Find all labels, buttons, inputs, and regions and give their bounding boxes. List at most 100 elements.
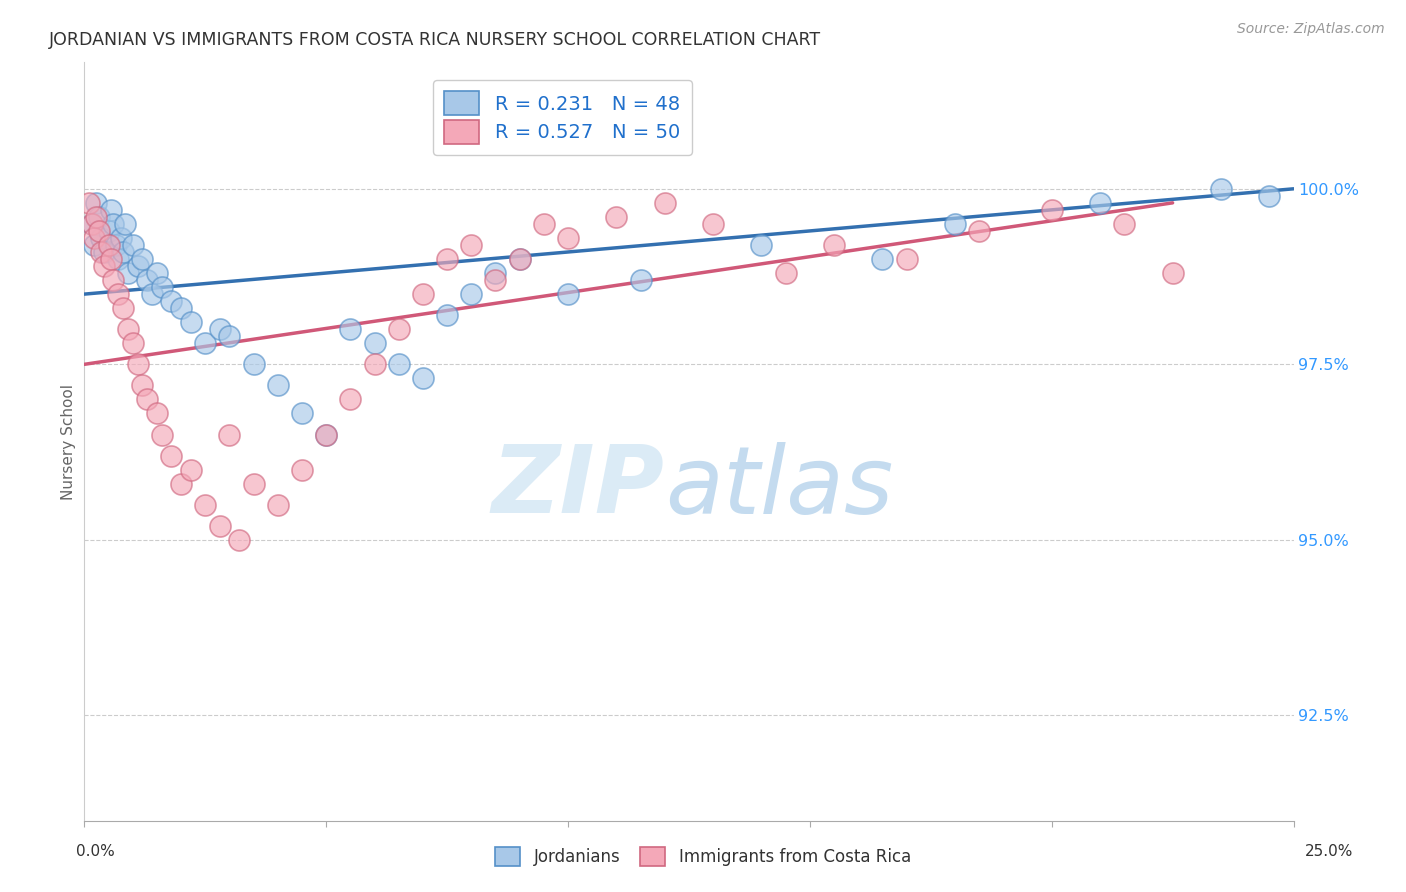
- Point: [141, 287, 163, 301]
- Point: [117, 266, 139, 280]
- Point: [87, 210, 110, 224]
- Point: [103, 273, 125, 287]
- Point: [131, 378, 153, 392]
- Point: [654, 195, 676, 210]
- Point: [136, 273, 159, 287]
- Point: [160, 294, 183, 309]
- Point: [112, 301, 135, 315]
- Point: [775, 266, 797, 280]
- Point: [180, 462, 202, 476]
- Point: [131, 252, 153, 266]
- Point: [533, 217, 555, 231]
- Point: [412, 287, 434, 301]
- Point: [83, 238, 105, 252]
- Point: [100, 252, 122, 266]
- Point: [823, 238, 845, 252]
- Point: [1088, 195, 1111, 210]
- Point: [363, 357, 385, 371]
- Point: [114, 217, 136, 231]
- Point: [218, 427, 240, 442]
- Point: [242, 357, 264, 371]
- Point: [170, 476, 193, 491]
- Point: [896, 252, 918, 266]
- Point: [93, 259, 115, 273]
- Point: [218, 329, 240, 343]
- Point: [339, 392, 361, 407]
- Point: [291, 407, 314, 421]
- Point: [557, 231, 579, 245]
- Point: [127, 259, 149, 273]
- Point: [127, 357, 149, 371]
- Point: [121, 238, 143, 252]
- Point: [117, 322, 139, 336]
- Text: 25.0%: 25.0%: [1305, 845, 1353, 859]
- Point: [80, 217, 103, 231]
- Point: [751, 238, 773, 252]
- Text: 0.0%: 0.0%: [76, 845, 115, 859]
- Point: [136, 392, 159, 407]
- Point: [104, 238, 127, 252]
- Legend: R = 0.231   N = 48, R = 0.527   N = 50: R = 0.231 N = 48, R = 0.527 N = 50: [433, 79, 692, 155]
- Point: [83, 231, 105, 245]
- Point: [194, 336, 217, 351]
- Point: [180, 315, 202, 329]
- Point: [170, 301, 193, 315]
- Point: [80, 217, 103, 231]
- Point: [107, 287, 129, 301]
- Point: [436, 252, 458, 266]
- Point: [509, 252, 531, 266]
- Point: [77, 195, 100, 210]
- Point: [1040, 202, 1063, 217]
- Point: [1161, 266, 1184, 280]
- Point: [86, 210, 108, 224]
- Text: Source: ZipAtlas.com: Source: ZipAtlas.com: [1237, 22, 1385, 37]
- Point: [1209, 182, 1232, 196]
- Point: [97, 224, 120, 238]
- Point: [872, 252, 894, 266]
- Point: [150, 280, 173, 294]
- Point: [484, 266, 506, 280]
- Point: [103, 217, 125, 231]
- Point: [412, 371, 434, 385]
- Point: [194, 498, 217, 512]
- Point: [460, 287, 482, 301]
- Point: [388, 357, 411, 371]
- Point: [112, 244, 135, 259]
- Point: [943, 217, 966, 231]
- Text: JORDANIAN VS IMMIGRANTS FROM COSTA RICA NURSERY SCHOOL CORRELATION CHART: JORDANIAN VS IMMIGRANTS FROM COSTA RICA …: [49, 31, 821, 49]
- Point: [93, 244, 115, 259]
- Point: [121, 336, 143, 351]
- Point: [605, 210, 627, 224]
- Point: [315, 427, 337, 442]
- Point: [242, 476, 264, 491]
- Text: ZIP: ZIP: [492, 441, 665, 533]
- Point: [107, 252, 129, 266]
- Point: [110, 231, 132, 245]
- Point: [267, 498, 290, 512]
- Point: [228, 533, 250, 547]
- Point: [388, 322, 411, 336]
- Point: [100, 202, 122, 217]
- Point: [267, 378, 290, 392]
- Point: [160, 449, 183, 463]
- Point: [436, 308, 458, 322]
- Point: [967, 224, 990, 238]
- Point: [460, 238, 482, 252]
- Point: [146, 407, 169, 421]
- Point: [208, 322, 231, 336]
- Point: [1258, 189, 1281, 203]
- Point: [87, 224, 110, 238]
- Point: [86, 195, 108, 210]
- Point: [339, 322, 361, 336]
- Point: [90, 244, 112, 259]
- Point: [146, 266, 169, 280]
- Point: [291, 462, 314, 476]
- Y-axis label: Nursery School: Nursery School: [60, 384, 76, 500]
- Point: [97, 238, 120, 252]
- Point: [150, 427, 173, 442]
- Point: [702, 217, 724, 231]
- Legend: Jordanians, Immigrants from Costa Rica: Jordanians, Immigrants from Costa Rica: [488, 840, 918, 873]
- Point: [484, 273, 506, 287]
- Point: [557, 287, 579, 301]
- Point: [208, 518, 231, 533]
